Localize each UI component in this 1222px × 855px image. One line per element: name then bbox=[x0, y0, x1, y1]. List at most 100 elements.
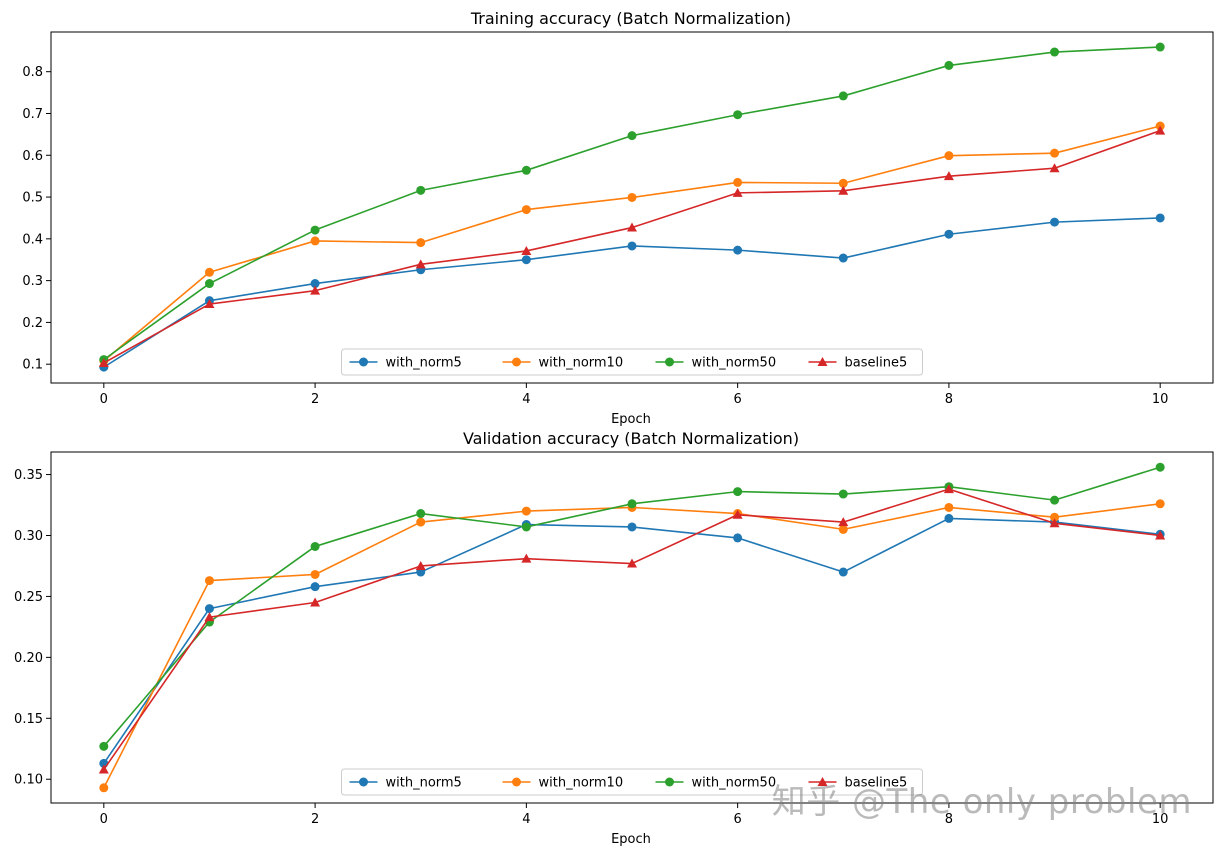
validation-series-baseline5-point bbox=[1155, 530, 1166, 540]
training-x-axis-label: Epoch bbox=[611, 412, 651, 427]
training-legend-entry-with-norm50-marker bbox=[665, 357, 674, 367]
training-series-with-norm50-line bbox=[103, 46, 1161, 361]
training-chart-title: Training accuracy (Batch Normalization) bbox=[470, 9, 791, 28]
validation-y-tick-label: 0.25 bbox=[14, 590, 43, 605]
training-series-with-norm10-point bbox=[204, 267, 214, 277]
training-x-tick-label: 8 bbox=[945, 392, 953, 407]
training-y-tick-label: 0.5 bbox=[22, 191, 43, 206]
training-plot-area: 0.1 0.2 0.3 0.4 0.5 0.6 0.7 0.8 0 2 4 6 8 10 with_norm… bbox=[22, 31, 1214, 407]
validation-legend-entry-with-norm5-label: with_norm5 bbox=[386, 776, 462, 791]
validation-series-baseline5-point bbox=[838, 517, 849, 527]
validation-series-baseline5 bbox=[98, 484, 1166, 774]
validation-x-tick-label: 6 bbox=[733, 812, 741, 827]
validation-legend-entry-baseline5-marker bbox=[817, 777, 828, 786]
training-legend-box bbox=[341, 348, 923, 376]
validation-series-with-norm10-point bbox=[838, 524, 848, 534]
validation-series-with-norm10-point bbox=[1155, 499, 1165, 509]
validation-plot-area: 0.10 0.15 0.20 0.25 0.30 0.35 0 2 4 6 8 10 with_norm… bbox=[14, 451, 1214, 827]
training-accuracy-chart: Training accuracy (Batch Normalization) … bbox=[22, 9, 1214, 427]
training-series-with-norm10-point bbox=[310, 236, 320, 246]
training-legend-entry-with-norm50: with_norm50 bbox=[655, 356, 777, 371]
training-y-tick-label: 0.2 bbox=[22, 316, 43, 331]
training-series-with-norm5 bbox=[99, 213, 1165, 372]
training-legend-entry-with-norm5: with_norm5 bbox=[349, 356, 462, 371]
validation-series-baseline5-point bbox=[98, 764, 109, 774]
training-series-with-norm5-point bbox=[838, 253, 848, 263]
validation-series-with-norm50-point bbox=[416, 509, 426, 519]
validation-series-baseline5-point bbox=[1049, 518, 1060, 528]
training-series-with-norm10-point bbox=[838, 178, 848, 188]
watermark: 知乎 @The only problem bbox=[771, 782, 1192, 822]
training-legend-entry-with-norm10: with_norm10 bbox=[502, 356, 624, 371]
validation-legend-entry-with-norm10-marker bbox=[512, 777, 521, 787]
validation-legend-entry-with-norm10: with_norm10 bbox=[502, 776, 623, 791]
training-y-tick-label: 0.7 bbox=[22, 107, 43, 122]
validation-y-tick-label: 0.15 bbox=[14, 712, 43, 727]
validation-x-tick-label: 8 bbox=[945, 812, 953, 827]
training-series-baseline5-point bbox=[1049, 163, 1060, 173]
training-x-tick-label: 6 bbox=[733, 392, 741, 407]
validation-x-axis-label: Epoch bbox=[611, 832, 651, 847]
training-x-tick-label: 4 bbox=[522, 392, 530, 407]
training-legend-entry-with-norm10-label: with_norm10 bbox=[539, 356, 624, 371]
validation-legend: with_norm5 with_norm10 with_norm50 baseline… bbox=[341, 768, 923, 796]
training-series-with-norm5-point bbox=[1155, 213, 1165, 223]
validation-series-baseline5-point bbox=[415, 560, 426, 570]
training-series-with-norm5-point bbox=[521, 255, 531, 265]
validation-series-with-norm5 bbox=[99, 513, 1165, 768]
training-series-with-norm5-line bbox=[103, 217, 1161, 368]
training-legend-entry-with-norm10-marker bbox=[512, 357, 521, 367]
training-legend-entry-baseline5: baseline5 bbox=[808, 356, 908, 371]
training-series-baseline5-point bbox=[1155, 125, 1166, 135]
validation-series-with-norm10-point bbox=[99, 783, 109, 793]
training-series-with-norm10-point bbox=[416, 238, 426, 248]
training-series-with-norm50-point bbox=[944, 60, 954, 70]
training-series-baseline5-point bbox=[943, 171, 954, 181]
validation-series-with-norm50-point bbox=[838, 489, 848, 499]
training-legend-entry-with-norm50-label: with_norm50 bbox=[692, 356, 777, 371]
training-legend-entry-baseline5-label: baseline5 bbox=[845, 356, 908, 371]
validation-series-with-norm5-point bbox=[944, 513, 954, 523]
training-series-with-norm10-point bbox=[1050, 148, 1060, 158]
training-series-with-norm10-point bbox=[733, 177, 743, 187]
validation-legend-entry-with-norm5: with_norm5 bbox=[349, 776, 462, 791]
training-series-with-norm50 bbox=[99, 42, 1165, 365]
validation-legend-box bbox=[341, 768, 923, 796]
training-y-tick-label: 0.6 bbox=[22, 149, 43, 164]
training-x-tick-label: 10 bbox=[1152, 392, 1169, 407]
validation-axes-frame bbox=[50, 451, 1214, 804]
training-series-baseline5 bbox=[98, 125, 1166, 367]
training-series-with-norm50-point bbox=[838, 91, 848, 101]
validation-series-baseline5-point bbox=[732, 509, 743, 519]
validation-series-with-norm50-point bbox=[1050, 495, 1060, 505]
validation-series-with-norm50-point bbox=[733, 487, 743, 497]
training-series-with-norm5-point bbox=[733, 245, 743, 255]
training-axes-frame bbox=[50, 31, 1214, 384]
validation-y-tick-label: 0.35 bbox=[14, 468, 43, 483]
validation-x-tick-label: 4 bbox=[522, 812, 530, 827]
validation-series-with-norm10-line bbox=[103, 503, 1161, 789]
training-series-with-norm50-point bbox=[1050, 47, 1060, 57]
training-series-with-norm50-point bbox=[1155, 42, 1165, 52]
validation-legend-entry-with-norm5-marker bbox=[359, 777, 368, 787]
training-y-tick-label: 0.8 bbox=[22, 65, 43, 80]
training-series-baseline5-point bbox=[627, 222, 637, 232]
training-series-with-norm50-point bbox=[204, 279, 214, 289]
training-series-with-norm5-point bbox=[944, 229, 954, 239]
training-series-with-norm10-point bbox=[944, 151, 954, 161]
training-y-tick-label: 0.3 bbox=[22, 274, 43, 289]
training-series-baseline5-point bbox=[310, 285, 321, 295]
training-series-with-norm5-point bbox=[627, 241, 637, 251]
training-series-with-norm5-point bbox=[1050, 217, 1060, 227]
validation-x-tick-label: 2 bbox=[311, 812, 319, 827]
training-legend-entry-with-norm5-label: with_norm5 bbox=[386, 356, 462, 371]
validation-y-tick-label: 0.10 bbox=[14, 773, 43, 788]
validation-series-with-norm10-point bbox=[944, 502, 954, 512]
training-series-with-norm50-point bbox=[521, 165, 531, 175]
validation-series-with-norm50 bbox=[99, 462, 1165, 751]
validation-chart-title: Validation accuracy (Batch Normalization… bbox=[463, 429, 799, 448]
training-y-tick-label: 0.1 bbox=[22, 358, 43, 373]
training-series-with-norm50-point bbox=[733, 110, 743, 120]
validation-y-tick-label: 0.30 bbox=[14, 529, 43, 544]
validation-series-with-norm5-point bbox=[204, 604, 214, 614]
